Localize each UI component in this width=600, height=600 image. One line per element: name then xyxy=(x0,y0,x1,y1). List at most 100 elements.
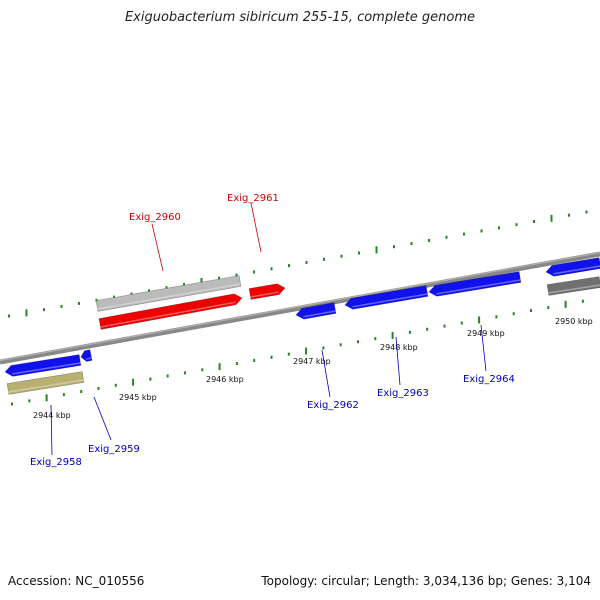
lower-scale-minor-tick xyxy=(97,386,100,390)
gene-label-exig-2959[interactable]: Exig_2959 xyxy=(88,444,140,455)
upper-scale-major-tick xyxy=(200,277,203,285)
upper-scale-major-tick xyxy=(25,309,28,317)
upper-scale-minor-tick xyxy=(393,245,395,249)
gene-exig-2958[interactable] xyxy=(4,354,82,377)
scale-label-2949: 2949 kbp xyxy=(467,329,505,338)
lower-scale-major-tick xyxy=(478,316,481,324)
lower-scale-minor-tick xyxy=(322,346,325,350)
lower-scale-minor-tick xyxy=(149,377,152,381)
lower-scale-minor-tick xyxy=(530,309,532,313)
upper-scale-minor-tick xyxy=(533,220,535,223)
upper-scale-minor-tick xyxy=(60,305,63,309)
gene-label-exig-2964[interactable]: Exig_2964 xyxy=(463,374,515,385)
gene-exig-2962[interactable] xyxy=(295,302,337,320)
upper-scale-minor-tick xyxy=(95,298,98,302)
gene-label-exig-2963[interactable]: Exig_2963 xyxy=(377,388,429,399)
upper-scale-minor-tick xyxy=(340,254,343,258)
gene-label-exig-2958[interactable]: Exig_2958 xyxy=(30,457,82,468)
gene-exig-2961[interactable] xyxy=(248,283,286,300)
scale-label-2945: 2945 kbp xyxy=(119,393,157,402)
gene-exig-2960[interactable] xyxy=(98,293,243,330)
lower-scale-minor-tick xyxy=(581,299,584,303)
lower-scale-minor-tick xyxy=(408,330,411,334)
genome-backbone-highlight xyxy=(0,251,600,362)
gene-label-exig-2962[interactable]: Exig_2962 xyxy=(307,400,359,411)
upper-scale-minor-tick xyxy=(498,226,500,230)
lower-scale-minor-tick xyxy=(374,337,377,341)
upper-scale-minor-tick xyxy=(113,295,115,299)
upper-scale-minor-tick xyxy=(428,238,430,242)
upper-scale-minor-tick xyxy=(235,273,238,277)
upper-scale-minor-tick xyxy=(445,235,448,239)
lower-scale-minor-tick xyxy=(443,324,446,328)
scale-label-2944: 2944 kbp xyxy=(33,411,71,420)
lower-scale-minor-tick xyxy=(339,343,342,347)
upper-scale-minor-tick xyxy=(8,314,10,318)
lower-scale-minor-tick xyxy=(426,327,429,331)
lower-scale-minor-tick xyxy=(253,358,256,362)
lower-scale-minor-tick xyxy=(80,390,83,394)
upper-scale-major-tick xyxy=(375,246,378,254)
scale-label-2950: 2950 kbp xyxy=(555,317,593,326)
lower-scale-minor-tick xyxy=(357,340,359,344)
upper-scale-minor-tick xyxy=(218,276,220,280)
gene-exig-2960-cds-grey[interactable] xyxy=(95,275,242,312)
leader-line-exig-2959 xyxy=(93,396,112,441)
lower-scale-minor-tick xyxy=(114,383,117,387)
upper-scale-minor-tick xyxy=(165,286,168,290)
gene-exig-2964[interactable] xyxy=(428,271,522,297)
lower-scale-minor-tick xyxy=(201,368,204,372)
upper-scale-minor-tick xyxy=(148,289,150,293)
gene-blue-right-edge[interactable] xyxy=(545,257,600,277)
lower-scale-minor-tick xyxy=(166,374,169,378)
upper-scale-minor-tick xyxy=(515,223,518,227)
scale-label-2948: 2948 kbp xyxy=(380,343,418,352)
lower-scale-minor-tick xyxy=(512,312,515,316)
lower-scale-minor-tick xyxy=(62,393,65,397)
leader-line-exig-2962 xyxy=(321,349,331,398)
upper-scale-minor-tick xyxy=(43,308,45,312)
lower-scale-minor-tick xyxy=(495,315,498,319)
upper-scale-minor-tick xyxy=(585,210,588,214)
leader-line-exig-2964 xyxy=(480,324,487,372)
lower-scale-major-tick xyxy=(391,331,394,339)
gene-rna-feature[interactable] xyxy=(6,371,85,395)
lower-scale-minor-tick xyxy=(184,371,186,375)
lower-scale-major-tick xyxy=(564,300,567,308)
upper-scale-minor-tick xyxy=(253,270,255,274)
gene-exig-2959[interactable] xyxy=(80,349,93,362)
lower-scale-major-tick xyxy=(45,394,48,402)
gene-label-exig-2961[interactable]: Exig_2961 xyxy=(227,193,279,204)
upper-scale-minor-tick xyxy=(480,229,483,233)
gene-exig-2963[interactable] xyxy=(344,285,429,310)
genome-summary-text: Topology: circular; Length: 3,034,136 bp… xyxy=(261,574,591,588)
upper-scale-minor-tick xyxy=(463,232,465,236)
lower-scale-minor-tick xyxy=(28,399,31,403)
lower-scale-minor-tick xyxy=(11,402,13,406)
lower-scale-major-tick xyxy=(305,347,308,355)
upper-scale-minor-tick xyxy=(288,264,290,268)
genome-backbone xyxy=(0,251,600,365)
upper-scale-minor-tick xyxy=(78,301,80,305)
gene-label-exig-2960[interactable]: Exig_2960 xyxy=(129,212,181,223)
leader-line-exig-2961 xyxy=(250,202,262,253)
scale-label-2946: 2946 kbp xyxy=(206,375,244,384)
leader-line-exig-2960 xyxy=(151,223,164,272)
upper-scale-minor-tick xyxy=(270,267,273,271)
upper-scale-minor-tick xyxy=(305,260,308,264)
upper-scale-major-tick xyxy=(550,214,553,222)
upper-scale-minor-tick xyxy=(130,292,133,296)
lower-scale-minor-tick xyxy=(287,352,290,356)
map-title: Exiguobacterium sibiricum 255-15, comple… xyxy=(124,10,476,25)
lower-scale-major-tick xyxy=(132,378,135,386)
upper-scale-minor-tick xyxy=(183,283,185,286)
gene-grey-right-edge[interactable] xyxy=(546,276,600,296)
upper-scale-minor-tick xyxy=(323,257,325,261)
leader-line-exig-2958 xyxy=(50,404,53,456)
lower-scale-minor-tick xyxy=(270,355,273,359)
accession-text: Accession: NC_010556 xyxy=(8,574,145,588)
lower-scale-minor-tick xyxy=(547,305,550,309)
upper-scale-minor-tick xyxy=(410,242,413,246)
leader-line-exig-2963 xyxy=(395,336,401,386)
